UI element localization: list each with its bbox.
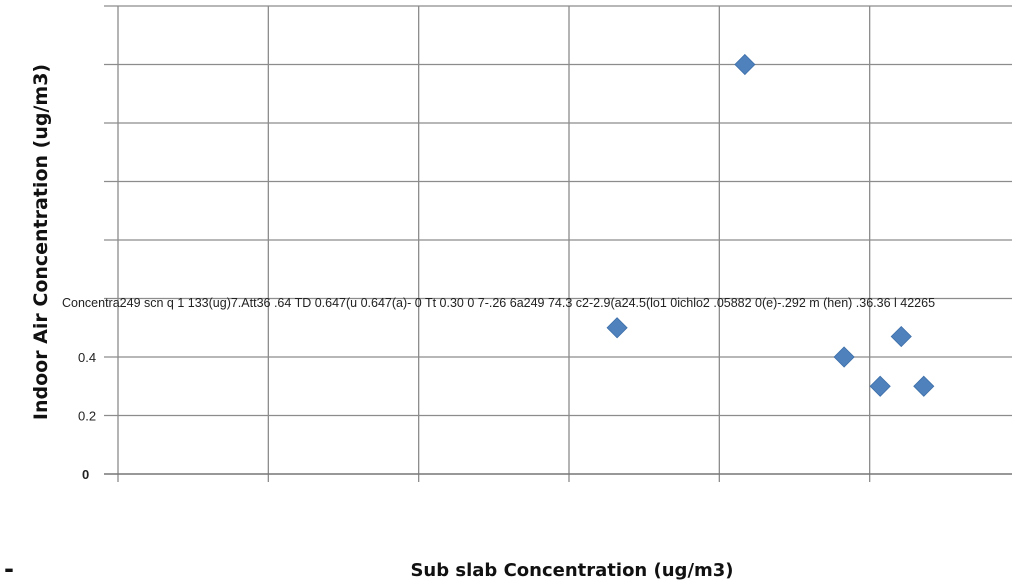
data-point-diamond [890, 325, 912, 348]
data-point-diamond [606, 317, 628, 339]
y-axis-label: Indoor Air Concentration (ug/m3) [30, 64, 52, 420]
y-tick-label: 0 [82, 467, 89, 482]
overlay-text: Concentra249 scn q 1 133(ug)7.Att36 .64 … [62, 296, 935, 310]
gridlines [104, 5, 1012, 482]
y-tick-label: 0.2 [78, 409, 96, 424]
y-tick-label: 0.4 [78, 350, 96, 365]
y-tick-labels: 0 0.2 0.4 [78, 350, 96, 482]
data-point-diamond [734, 53, 756, 76]
x-axis-label: Sub slab Concentration (ug/m3) [410, 560, 733, 581]
data-point-diamond [833, 346, 855, 368]
data-point-diamond [913, 375, 935, 397]
data-point-diamond [869, 375, 891, 397]
stray-mark: - [4, 555, 14, 583]
data-points [606, 53, 935, 397]
